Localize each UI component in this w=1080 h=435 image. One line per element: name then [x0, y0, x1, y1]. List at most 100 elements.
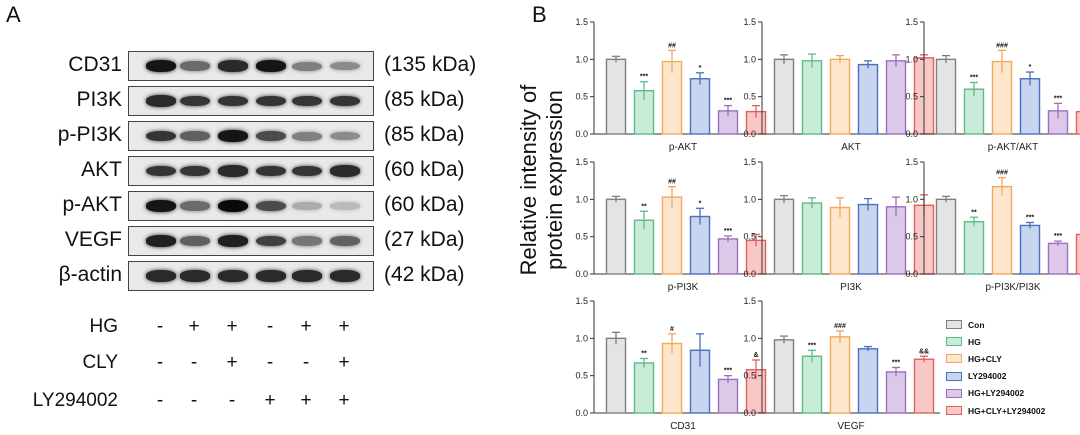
legend-item: LY294002 — [946, 368, 1045, 385]
blot-band — [330, 131, 360, 141]
bar — [885, 60, 907, 135]
treatment-label: HG — [89, 316, 119, 337]
y-tick-label: 0.5 — [905, 92, 918, 102]
y-tick-label: 1.0 — [575, 54, 588, 64]
blot-band — [256, 60, 286, 72]
bar — [829, 206, 851, 275]
y-tick-label: 0.5 — [743, 232, 756, 242]
y-tick-label: 1.5 — [575, 157, 588, 167]
bar — [963, 221, 985, 275]
blot-kda: (85 kDa) — [384, 123, 465, 146]
bar — [801, 60, 823, 135]
y-tick-label: 1.0 — [743, 194, 756, 204]
significance-label: *** — [970, 74, 978, 81]
treatment-sign: + — [300, 390, 312, 411]
blot-band — [146, 130, 176, 142]
y-tick-label: 0.5 — [905, 232, 918, 242]
y-tick-label: 1.5 — [743, 17, 756, 27]
significance-label: & — [753, 352, 758, 359]
significance-label: *** — [724, 368, 732, 375]
significance-label: *** — [892, 359, 900, 366]
y-tick-label: 0.0 — [743, 408, 756, 418]
bar — [633, 362, 655, 414]
y-tick-label: 0.5 — [575, 371, 588, 381]
y-tick-label: 0.5 — [575, 232, 588, 242]
blot-band — [292, 131, 322, 141]
blot-band — [180, 131, 210, 141]
blot-kda: (27 kDa) — [384, 228, 465, 251]
significance-label: *** — [724, 98, 732, 105]
legend-label: HG+LY294002 — [968, 388, 1025, 399]
blot-band — [330, 95, 360, 107]
blot-band — [180, 270, 210, 282]
blot-label: β-actin — [58, 263, 122, 286]
significance-label: ** — [641, 350, 647, 357]
blot-band — [218, 165, 248, 177]
blot-band — [218, 235, 248, 247]
blot-strip — [128, 51, 374, 81]
blot-band — [180, 236, 210, 246]
blot-band — [256, 165, 286, 177]
bar — [1075, 233, 1080, 275]
panel-b-label: B — [532, 2, 547, 27]
significance-label: *** — [724, 228, 732, 235]
blot-strip — [128, 156, 374, 186]
blot-kda: (85 kDa) — [384, 88, 465, 111]
y-tick-label: 1.0 — [743, 333, 756, 343]
blot-band — [180, 201, 210, 211]
treatment-sign: + — [338, 390, 350, 411]
blot-band — [292, 236, 322, 246]
significance-label: * — [1029, 64, 1032, 71]
y-tick-label: 1.5 — [905, 157, 918, 167]
legend-label: HG — [968, 336, 981, 347]
treatment-sign: + — [338, 352, 350, 373]
treatment-sign: - — [190, 352, 198, 373]
blot-strip — [128, 86, 374, 116]
blot-strip — [128, 261, 374, 291]
legend-swatch — [946, 406, 962, 416]
significance-label: # — [670, 326, 674, 333]
blot-kda: (60 kDa) — [384, 158, 465, 181]
blot-band — [146, 200, 176, 212]
treatment-sign: + — [226, 352, 238, 373]
y-axis-title-line2: protein expression — [542, 90, 567, 270]
y-tick-label: 0.0 — [743, 269, 756, 279]
bar — [1075, 110, 1080, 135]
legend-item: HG+CLY+LY294002 — [946, 402, 1045, 419]
blot-label: VEGF — [64, 228, 122, 251]
y-tick-label: 1.0 — [743, 54, 756, 64]
bar — [717, 238, 739, 275]
chart-title: p-AKT/AKT — [988, 142, 1039, 153]
treatment-sign: - — [228, 390, 236, 411]
y-tick-label: 1.5 — [575, 17, 588, 27]
blot-band — [146, 95, 176, 107]
legend-label: LY294002 — [968, 371, 1007, 382]
treatment-sign: - — [266, 352, 274, 373]
blot-band — [292, 202, 322, 210]
y-tick-label: 0.0 — [743, 129, 756, 139]
blot-kda: (42 kDa) — [384, 263, 465, 286]
significance-label: && — [919, 348, 929, 355]
bar — [829, 336, 851, 414]
blot-band — [180, 95, 210, 107]
blot-band — [330, 236, 360, 246]
blot-band — [330, 270, 360, 282]
y-tick-label: 0.0 — [905, 269, 918, 279]
blot-band — [330, 61, 360, 71]
treatment-sign: - — [190, 390, 198, 411]
y-tick-label: 0.0 — [575, 269, 588, 279]
blot-label: AKT — [81, 158, 122, 181]
legend-swatch — [946, 388, 962, 398]
chart-title: CD31 — [670, 421, 696, 432]
y-tick-label: 0.5 — [743, 92, 756, 102]
blot-band — [256, 130, 286, 142]
bar — [773, 58, 795, 135]
significance-label: *** — [808, 342, 816, 349]
blot-band — [256, 95, 286, 107]
y-tick-label: 0.0 — [575, 408, 588, 418]
treatment-sign: - — [156, 390, 164, 411]
blot-band — [218, 95, 248, 107]
bar — [857, 348, 879, 414]
y-tick-label: 1.0 — [905, 194, 918, 204]
chart-title: PI3K — [840, 282, 862, 293]
